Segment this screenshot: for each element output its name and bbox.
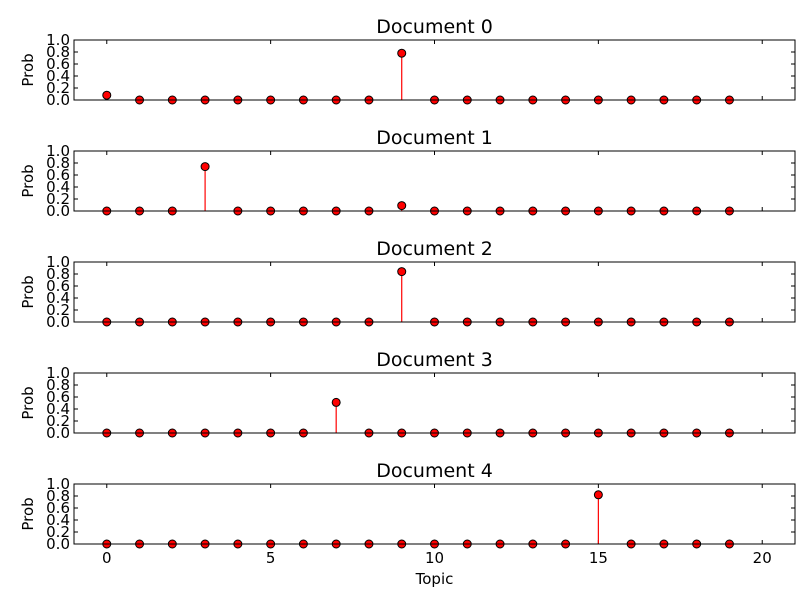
y-axis-label: Prob xyxy=(19,164,37,197)
y-tick-label: 0.6 xyxy=(46,388,70,406)
subplot-1: Document 1 Prob 1.00.80.60.40.20.0 xyxy=(19,127,796,220)
x-tick-label: 0 xyxy=(102,549,112,567)
y-tick-label: 0.0 xyxy=(46,535,70,553)
y-tick-label: 1.0 xyxy=(46,31,70,49)
axes-frame xyxy=(73,261,796,323)
y-axis-label: Prob xyxy=(19,497,37,530)
stem-marker xyxy=(593,490,603,500)
y-axis-label: Prob xyxy=(19,53,37,86)
y-tick-label: 0.2 xyxy=(46,523,70,541)
y-tick-label: 0.2 xyxy=(46,412,70,430)
y-tick-label: 0.8 xyxy=(46,487,70,505)
y-tick-label: 0.6 xyxy=(46,277,70,295)
y-tick-label: 0.2 xyxy=(46,190,70,208)
y-tick-label: 0.6 xyxy=(46,55,70,73)
y-tick-label: 0.4 xyxy=(46,289,70,307)
y-tick-label: 1.0 xyxy=(46,364,70,382)
y-tick-label: 0.2 xyxy=(46,301,70,319)
y-tick-label: 0.0 xyxy=(46,424,70,442)
subplot-4: Document 4 Prob 1.00.80.60.40.20.0 0 5 10 15 20… xyxy=(19,460,796,588)
axes-frame xyxy=(73,150,796,212)
x-tick-label: 15 xyxy=(589,549,608,567)
y-tick-label: 1.0 xyxy=(46,142,70,160)
subplot-title: Document 1 xyxy=(376,127,493,149)
y-tick-label: 0.6 xyxy=(46,166,70,184)
stem-marker xyxy=(397,267,407,277)
y-tick-label: 0.4 xyxy=(46,511,70,529)
y-tick-label: 0.8 xyxy=(46,154,70,172)
y-tick-label: 1.0 xyxy=(46,475,70,493)
x-tick-label: 20 xyxy=(753,549,772,567)
y-tick-label: 0.0 xyxy=(46,91,70,109)
y-tick-label: 0.4 xyxy=(46,67,70,85)
stem-marker xyxy=(331,397,341,407)
y-tick-label: 0.0 xyxy=(46,313,70,331)
stem-marker xyxy=(102,90,112,100)
y-tick-label: 0.2 xyxy=(46,79,70,97)
x-tick-label: 5 xyxy=(266,549,276,567)
y-tick-label: 0.8 xyxy=(46,376,70,394)
axes-frame xyxy=(73,372,796,434)
y-tick-label: 0.4 xyxy=(46,400,70,418)
y-tick-label: 0.0 xyxy=(46,202,70,220)
subplot-title: Document 4 xyxy=(376,460,493,482)
axes-frame xyxy=(73,39,796,101)
axes-frame xyxy=(73,483,796,545)
subplot-title: Document 3 xyxy=(376,349,493,371)
subplot-title: Document 0 xyxy=(376,16,493,38)
stem-marker xyxy=(397,201,407,211)
subplot-3: Document 3 Prob 1.00.80.60.40.20.0 xyxy=(19,349,796,442)
y-tick-label: 0.4 xyxy=(46,178,70,196)
y-axis-label: Prob xyxy=(19,386,37,419)
y-axis-label: Prob xyxy=(19,275,37,308)
y-tick-label: 0.8 xyxy=(46,43,70,61)
y-tick-label: 0.8 xyxy=(46,265,70,283)
subplot-title: Document 2 xyxy=(376,238,493,260)
y-tick-label: 1.0 xyxy=(46,253,70,271)
stem-marker xyxy=(397,48,407,58)
y-tick-label: 0.6 xyxy=(46,499,70,517)
subplot-0: Document 0 Prob 1.00.80.60.40.20.0 xyxy=(19,16,796,109)
stem-marker xyxy=(200,162,210,172)
x-tick-label: 10 xyxy=(425,549,444,567)
x-axis-label: Topic xyxy=(415,570,454,588)
subplot-2: Document 2 Prob 1.00.80.60.40.20.0 xyxy=(19,238,796,331)
